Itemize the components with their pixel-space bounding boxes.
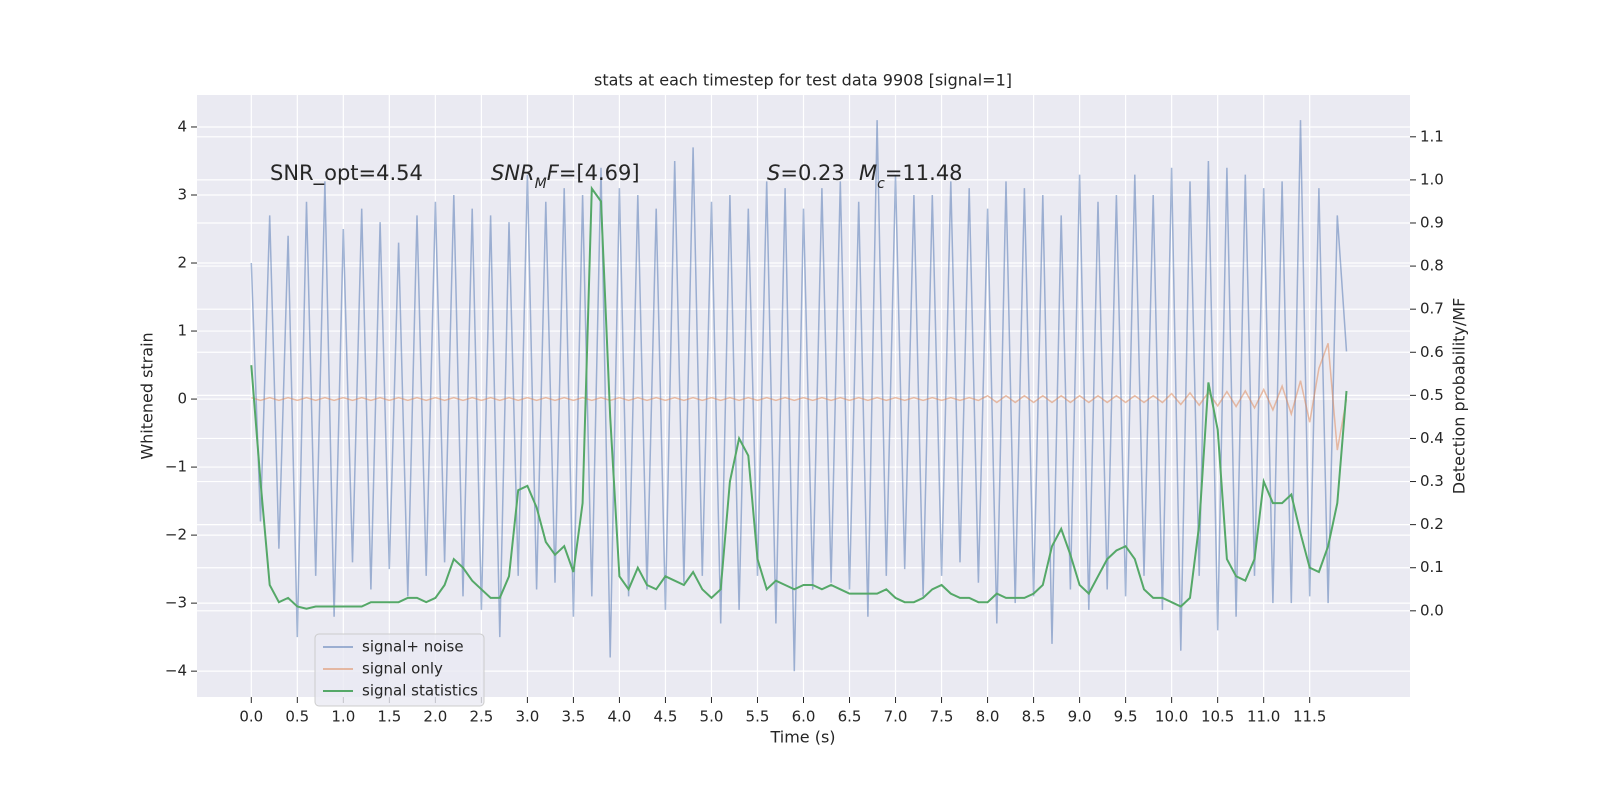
y2-tick-label: 0.1: [1420, 558, 1444, 576]
chart-title: stats at each timestep for test data 990…: [594, 71, 1012, 90]
x-tick-label: 6.5: [838, 708, 862, 726]
x-tick-label: 10.0: [1155, 708, 1188, 726]
y2-tick-label: 0.5: [1420, 386, 1444, 404]
x-tick-label: 4.5: [654, 708, 678, 726]
annotation-part: F: [547, 161, 560, 185]
y-axis-label: Whitened strain: [138, 332, 157, 459]
y2-tick-label: 0.2: [1420, 515, 1444, 533]
y2-axis-label: Detection probability/MF: [1450, 298, 1469, 495]
annotation-part: c: [877, 176, 885, 192]
x-tick-label: 0.5: [285, 708, 309, 726]
y-tick-label: 3: [177, 185, 187, 203]
annotation-part: SNR_opt=4.54: [270, 161, 423, 186]
annotation-part: =0.23: [780, 161, 844, 185]
y-tick-label: 2: [177, 254, 187, 272]
legend-label: signal statistics: [362, 682, 478, 700]
y2-tick-label: 0.0: [1420, 601, 1444, 619]
x-tick-label: 5.5: [746, 708, 770, 726]
legend: signal+ noise signal only signal statistic…: [314, 633, 485, 707]
y2-tick-label: 1.1: [1420, 127, 1444, 145]
x-tick-label: 4.0: [608, 708, 632, 726]
annotation-part: =11.48: [885, 161, 963, 185]
y2-tick-label: 0.3: [1420, 472, 1444, 490]
x-tick-label: 0.0: [239, 708, 263, 726]
annotation-part: SNR: [491, 161, 535, 185]
legend-label: signal only: [362, 660, 443, 678]
y2-tick-label: 0.8: [1420, 257, 1444, 275]
x-tick-label: 8.5: [1022, 708, 1046, 726]
series-line: [250, 185, 1348, 610]
y-tick-label: −3: [165, 594, 187, 612]
annotation-part: M: [535, 176, 547, 192]
y2-tick-label: 1.0: [1420, 170, 1444, 188]
y-tick-label: −4: [165, 662, 187, 680]
annotation-part: =[4.69]: [559, 161, 640, 185]
y2-tick-label: 0.4: [1420, 429, 1444, 447]
annotation: S=0.23: [767, 161, 845, 185]
x-tick-label: 6.0: [792, 708, 816, 726]
x-tick-label: 11.5: [1293, 708, 1326, 726]
x-tick-label: 5.0: [700, 708, 724, 726]
y-tick-label: 1: [177, 322, 187, 340]
series-line: [250, 120, 1348, 672]
y-tick-label: −2: [165, 526, 187, 544]
x-tick-label: 1.0: [331, 708, 355, 726]
x-tick-label: 8.0: [976, 708, 1000, 726]
annotation: Mc=11.48: [859, 161, 963, 192]
x-tick-label: 2.5: [469, 708, 493, 726]
legend-box: [314, 633, 485, 707]
y-tick-label: 4: [177, 117, 187, 135]
x-tick-label: 3.5: [561, 708, 585, 726]
x-tick-label: 3.0: [515, 708, 539, 726]
x-tick-label: 10.5: [1201, 708, 1234, 726]
legend-label: signal+ noise: [362, 638, 464, 656]
annotation: SNRMF=[4.69]: [491, 161, 640, 192]
x-tick-label: 2.0: [423, 708, 447, 726]
y-tick-label: 0: [177, 390, 187, 408]
x-tick-label: 7.0: [884, 708, 908, 726]
marks: [250, 120, 1348, 672]
annotation-part: S: [767, 161, 780, 185]
series-line: [251, 343, 1348, 451]
x-axis-label: Time (s): [769, 728, 835, 747]
y-tick-label: −1: [165, 458, 187, 476]
y2-tick-label: 0.9: [1420, 213, 1444, 231]
x-tick-label: 1.5: [377, 708, 401, 726]
y2-tick-label: 0.7: [1420, 300, 1444, 318]
x-tick-label: 11.0: [1247, 708, 1280, 726]
annotations: SNR_opt=4.54 SNRMF=[4.69] S=0.23 Mc=11.48: [270, 161, 963, 192]
annotation-part: M: [859, 161, 877, 185]
x-tick-label: 9.5: [1114, 708, 1138, 726]
annotation: SNR_opt=4.54: [270, 161, 423, 186]
x-tick-label: 7.5: [930, 708, 954, 726]
y2-tick-label: 0.6: [1420, 343, 1444, 361]
x-tick-label: 9.0: [1068, 708, 1092, 726]
ticks: 0.0 0.5 1.0 1.5 2.0 2.5 3.0 3.5 4.0 4.5 5.0 5.5 6.0 6…: [165, 117, 1444, 725]
